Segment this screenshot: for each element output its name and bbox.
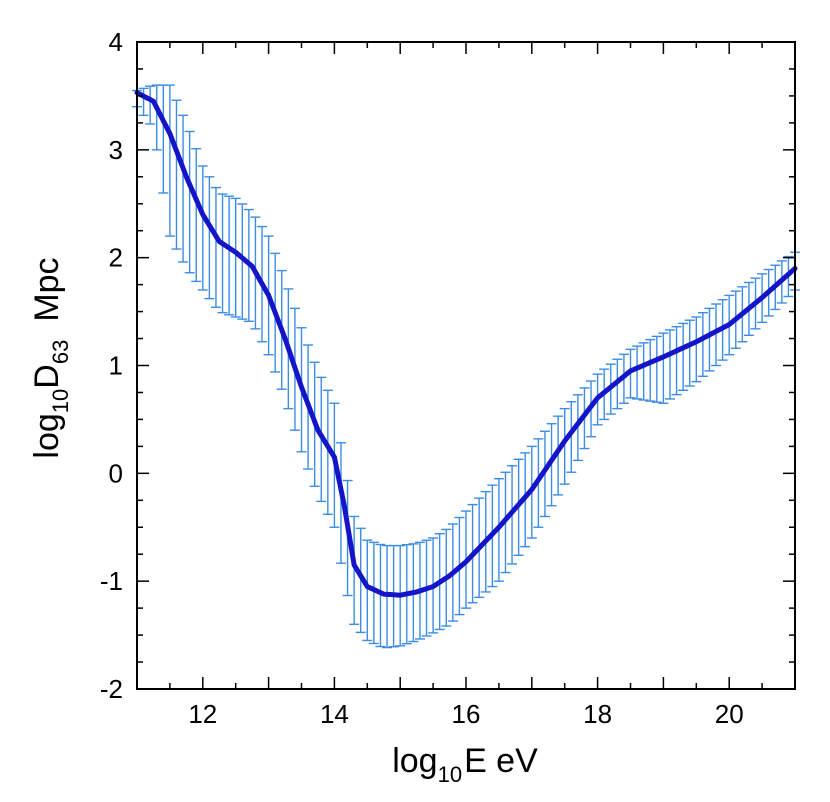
error-bar bbox=[651, 335, 662, 403]
x-tick-label: 14 bbox=[320, 699, 349, 729]
y-axis-label: log10D63Mpc bbox=[28, 257, 73, 458]
x-axis-label: log10E eV bbox=[392, 742, 538, 787]
error-bar bbox=[691, 316, 702, 383]
y-tick-label: 4 bbox=[109, 27, 123, 57]
x-tick-label: 20 bbox=[715, 699, 744, 729]
x-tick-label: 16 bbox=[452, 699, 481, 729]
error-bar bbox=[375, 543, 386, 648]
y-tick-label: 2 bbox=[109, 243, 123, 273]
error-bar bbox=[224, 195, 235, 316]
error-bar bbox=[678, 322, 689, 392]
y-tick-label: 0 bbox=[109, 458, 123, 488]
error-bar bbox=[335, 442, 346, 564]
error-bar bbox=[349, 515, 360, 625]
error-bar bbox=[204, 176, 215, 300]
error-bar bbox=[671, 325, 682, 396]
error-bar bbox=[178, 114, 189, 263]
error-bar bbox=[171, 99, 182, 250]
error-bar bbox=[210, 186, 221, 308]
error-bar bbox=[553, 415, 564, 496]
error-bar bbox=[566, 401, 577, 473]
error-bar bbox=[217, 193, 228, 314]
error-bar bbox=[197, 165, 208, 291]
error-bar bbox=[684, 319, 695, 387]
x-axis-ticks: 12 14 16 18 20 bbox=[136, 42, 796, 729]
error-bar bbox=[704, 307, 715, 372]
error-bar bbox=[362, 539, 373, 642]
x-tick-label: 12 bbox=[188, 699, 217, 729]
error-bar bbox=[322, 389, 333, 516]
error-bar bbox=[164, 84, 175, 237]
error-bar bbox=[559, 407, 570, 485]
error-bar bbox=[697, 311, 708, 377]
error-bar bbox=[230, 197, 241, 318]
error-bar bbox=[664, 329, 675, 400]
x-tick-label: 18 bbox=[583, 699, 612, 729]
error-bar bbox=[237, 203, 248, 320]
error-bar bbox=[368, 541, 379, 645]
error-bar bbox=[638, 342, 649, 401]
y-tick-label: -1 bbox=[100, 566, 123, 596]
y-axis-ticks: -2 -1 0 1 2 3 4 bbox=[100, 27, 795, 704]
error-bar bbox=[632, 345, 643, 400]
error-bar bbox=[645, 338, 656, 402]
error-bar bbox=[711, 303, 722, 367]
error-bar bbox=[191, 148, 202, 283]
error-bar bbox=[138, 87, 149, 117]
error-bar bbox=[158, 84, 169, 194]
error-bar bbox=[658, 332, 669, 404]
error-bar bbox=[184, 130, 195, 274]
y-tick-label: 3 bbox=[109, 135, 123, 165]
series-line bbox=[134, 90, 798, 598]
y-tick-label: 1 bbox=[109, 351, 123, 381]
y-tick-label: -2 bbox=[100, 674, 123, 704]
error-bar bbox=[145, 85, 156, 125]
